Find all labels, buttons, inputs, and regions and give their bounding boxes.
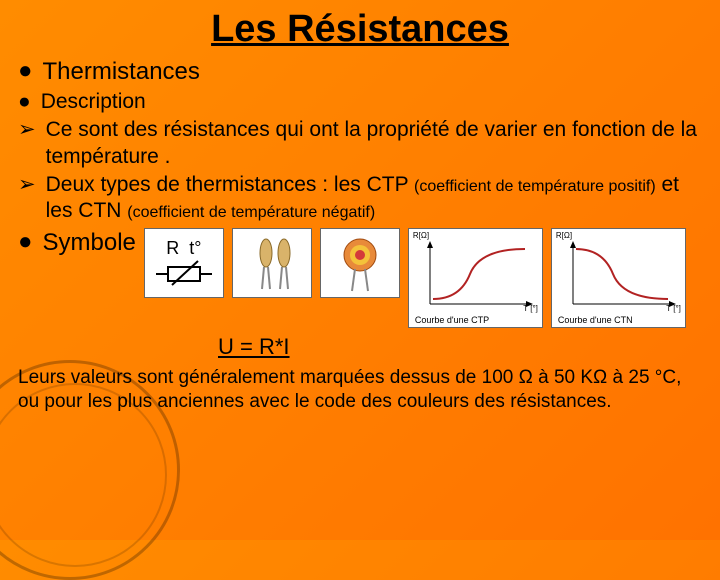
ctn-graph: R[Ω] T [°] Courbe d'une CTN: [551, 228, 686, 328]
body-text-2: Deux types de thermistances : les CTP (c…: [46, 172, 702, 225]
body-line-2: ➢ Deux types de thermistances : les CTP …: [18, 172, 702, 225]
heading-text: Thermistances: [43, 57, 200, 87]
resistor-symbol-icon: [154, 259, 214, 289]
symbole-label: Symbole: [43, 228, 136, 258]
ctn-caption: Courbe d'une CTN: [558, 315, 633, 325]
symbole-row: ● Symbole R t°: [18, 228, 702, 328]
symbol-t: t°: [189, 238, 201, 259]
body-text-1: Ce sont des résistances qui ont la propr…: [46, 117, 702, 170]
line2-part-b: (coefficient de température positif): [414, 178, 656, 195]
ctp-graph: R[Ω] T [°] Courbe d'une CTP: [408, 228, 543, 328]
ctp-x-axis: T [°]: [523, 304, 538, 313]
ctp-y-axis: R[Ω]: [413, 231, 429, 240]
symbol-panel: R t°: [144, 228, 224, 298]
description-label: Description: [41, 89, 146, 115]
content-area: ● Thermistances ● Description ➢ Ce sont …: [0, 51, 720, 360]
body-line-1: ➢ Ce sont des résistances qui ont la pro…: [18, 117, 702, 170]
ctp-curve-icon: [415, 239, 535, 317]
bullet-icon: ●: [18, 57, 33, 86]
slide-title: Les Résistances: [0, 0, 720, 51]
chevron-icon: ➢: [18, 172, 36, 198]
chevron-icon: ➢: [18, 117, 36, 143]
ctn-y-axis: R[Ω]: [556, 231, 572, 240]
formula-text: U = R*I: [218, 334, 702, 360]
ctn-curve-icon: [558, 239, 678, 317]
line2-part-d: (coefficient de température négatif): [127, 204, 375, 221]
line2-part-a: Deux types de thermistances : les CTP: [46, 173, 414, 196]
thermistor-photo-1: [232, 228, 312, 298]
ctp-caption: Courbe d'une CTP: [415, 315, 489, 325]
heading-row: ● Thermistances: [18, 57, 702, 87]
bullet-icon: ●: [18, 89, 31, 115]
symbol-R: R: [166, 238, 179, 259]
thermistor-photo-2: [320, 228, 400, 298]
ctn-x-axis: T [°]: [666, 304, 681, 313]
bullet-icon: ●: [18, 228, 33, 257]
description-row: ● Description: [18, 89, 702, 115]
